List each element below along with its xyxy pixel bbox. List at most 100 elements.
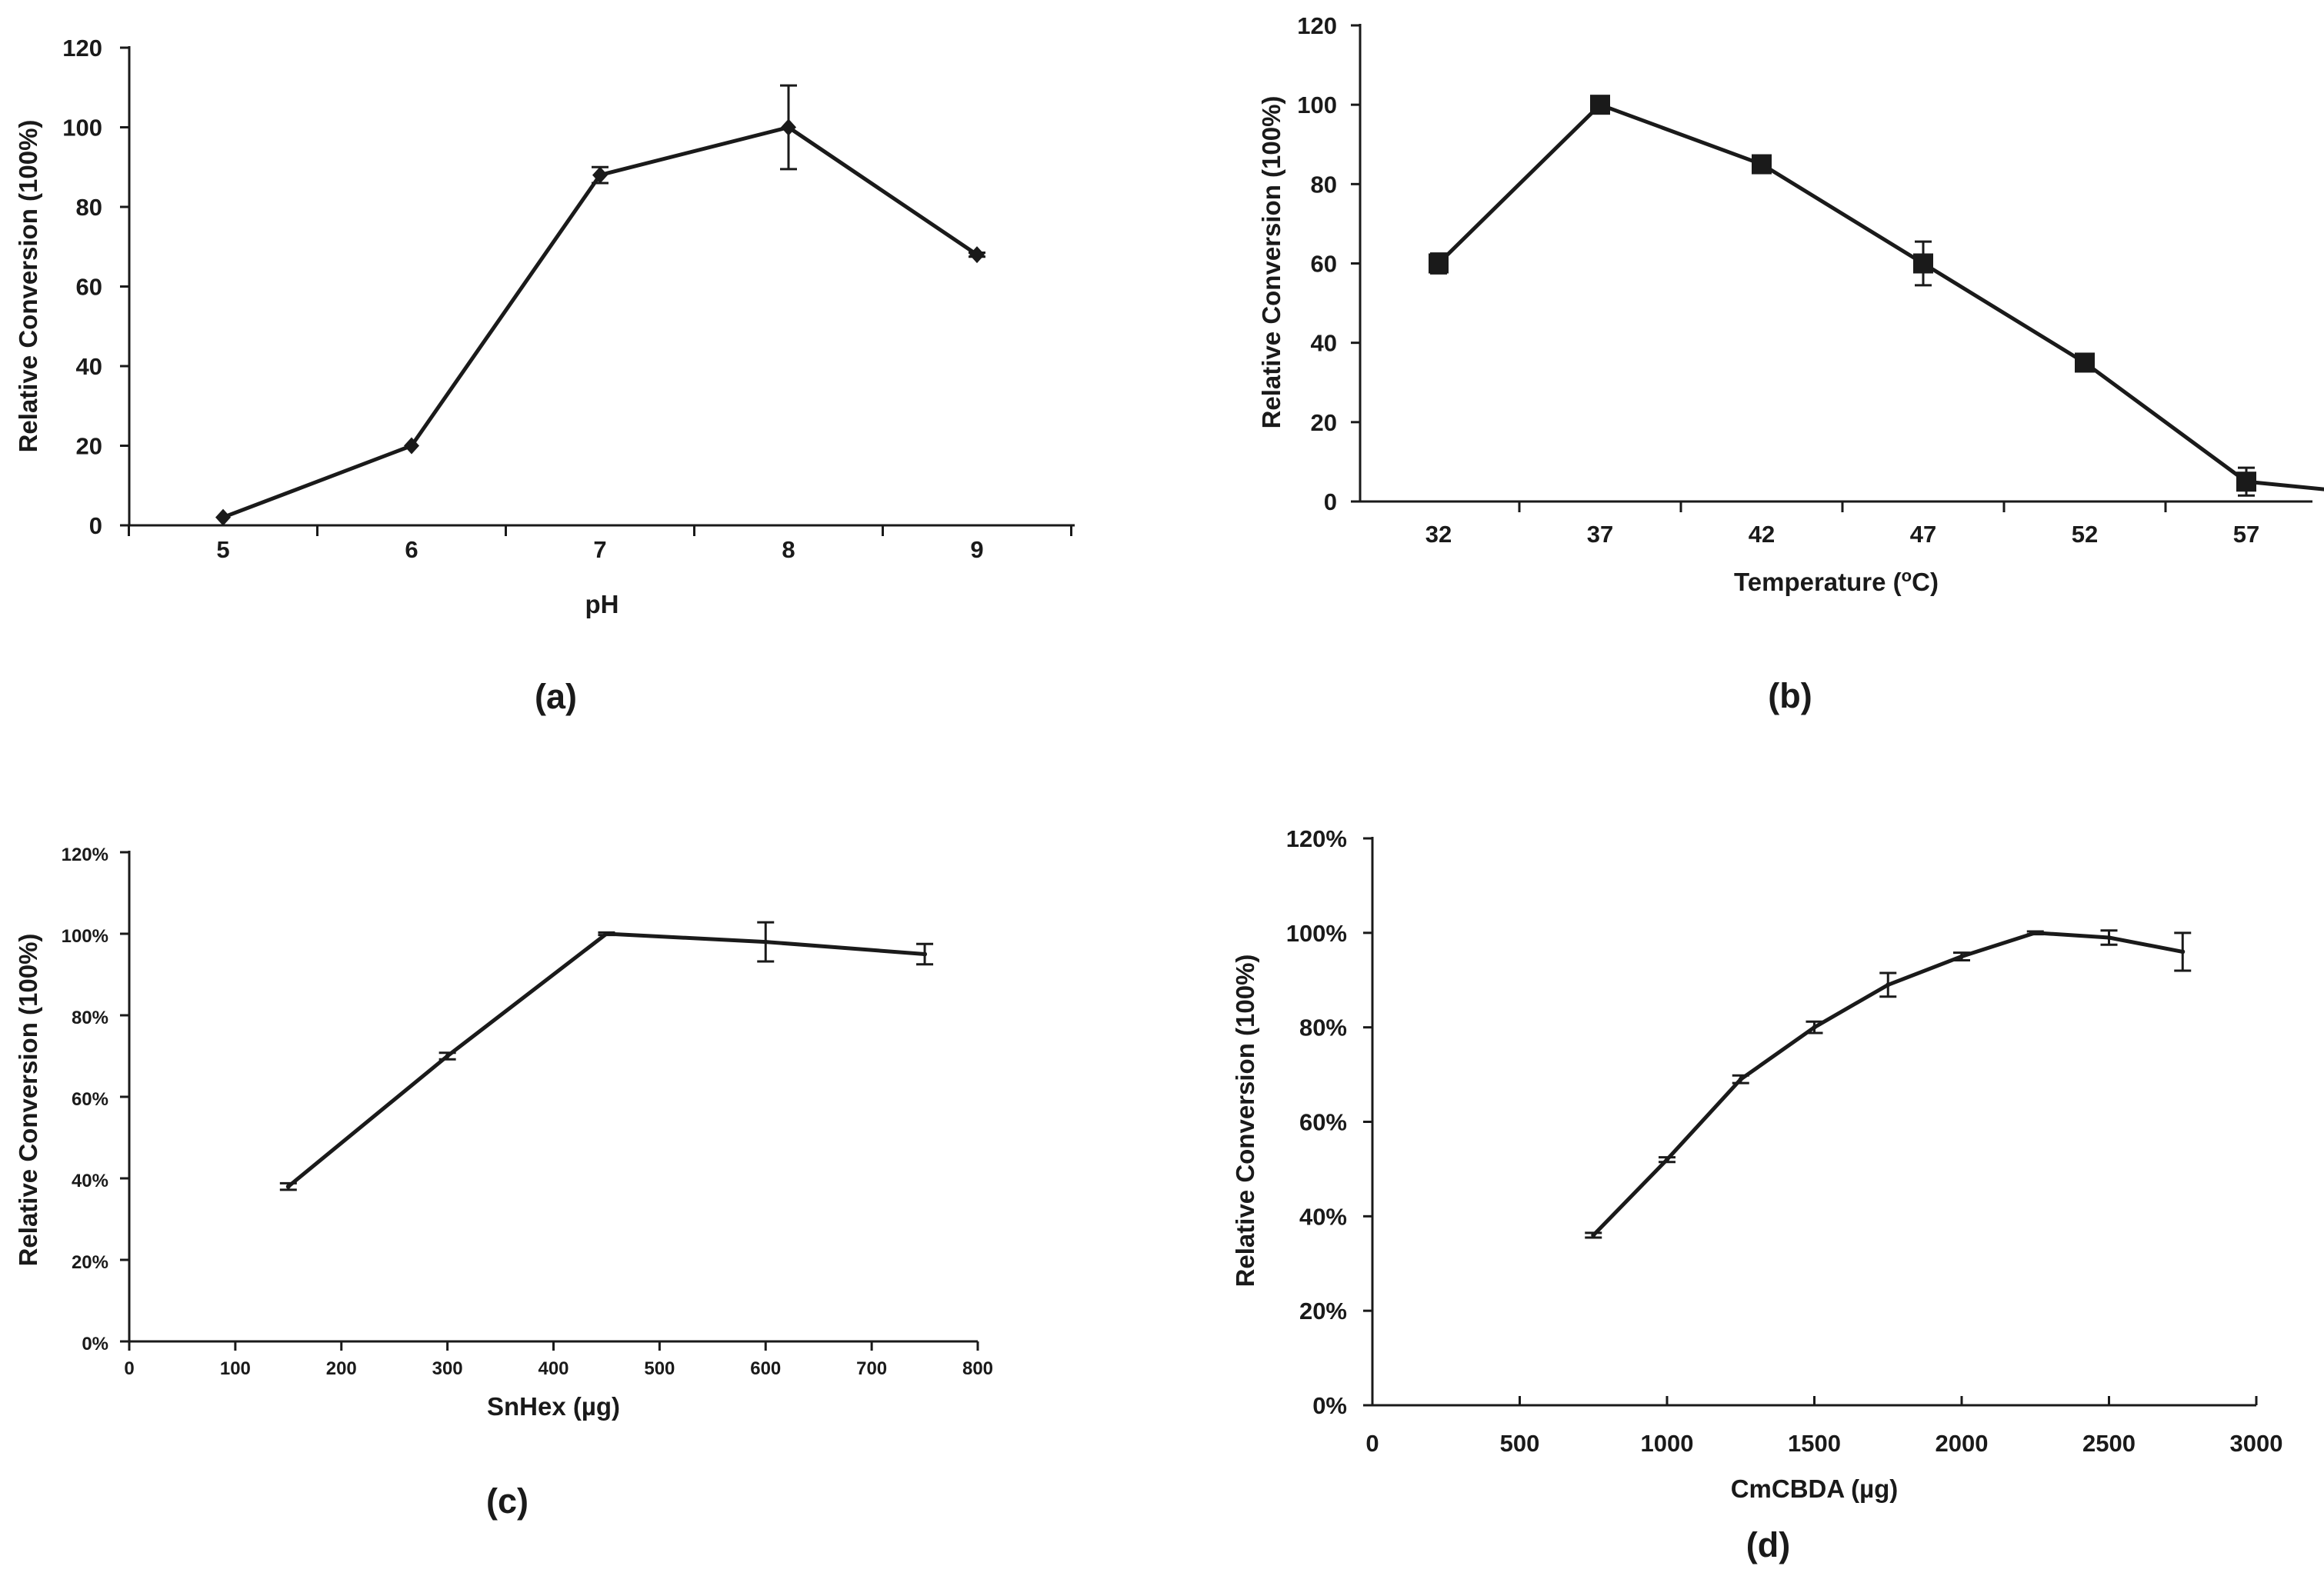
panel-a-y-tick-label: 120 xyxy=(62,35,102,62)
panel-a-y-tick-label: 100 xyxy=(62,115,102,142)
panel-d-x-tick-label: 2500 xyxy=(2082,1430,2136,1457)
panel-b-y-tick-label: 100 xyxy=(1297,92,1337,118)
panel-c-data-point xyxy=(445,1054,450,1058)
panel-c-y-tick-label: 20% xyxy=(72,1252,108,1273)
panel-a-panel-label: (a) xyxy=(535,677,577,716)
panel-c-y-tick-label: 100% xyxy=(62,926,108,947)
panel-c-x-axis-title: SnHex (µg) xyxy=(487,1392,620,1421)
panel-d-y-tick-label: 120% xyxy=(1286,825,1347,852)
panel-c-x-tick-label: 200 xyxy=(326,1358,357,1379)
panel-c-data-point xyxy=(763,939,769,945)
panel-b-data-point xyxy=(1752,154,1772,175)
panel-d-y-tick-label: 60% xyxy=(1299,1109,1347,1136)
panel-d-x-tick-label: 3000 xyxy=(2230,1430,2283,1457)
panel-a-x-tick-label: 6 xyxy=(405,536,418,563)
panel-b-data-point xyxy=(2236,471,2256,492)
panel-c-x-tick-label: 300 xyxy=(432,1358,463,1379)
panel-d-y-tick-label: 80% xyxy=(1299,1015,1347,1041)
panel-d-data-point xyxy=(1959,954,1964,959)
panel-b-y-tick-label: 80 xyxy=(1311,171,1337,198)
panel-a-ph-chart: 0 20 40 60 80 100 120 5 6 7 8 9 pH Relative Conversio… xyxy=(14,35,1075,716)
panel-c-x-tick-label: 600 xyxy=(750,1358,781,1379)
panel-b-panel-label: (b) xyxy=(1768,676,1812,715)
panel-b-y-tick-label: 120 xyxy=(1297,12,1337,39)
panel-c-x-tick-label: 500 xyxy=(644,1358,675,1379)
panel-b-x-tick-label: 32 xyxy=(1425,521,1452,548)
panel-d-data-point xyxy=(1665,1157,1669,1162)
panel-b-x-tick-label: 57 xyxy=(2233,521,2259,548)
panel-d-y-tick-label: 40% xyxy=(1299,1203,1347,1230)
panel-c-x-tick-label: 400 xyxy=(538,1358,568,1379)
panel-b-data-point xyxy=(2075,352,2095,373)
panel-b-y-tick-label: 0 xyxy=(1324,488,1337,515)
panel-d-panel-label: (d) xyxy=(1746,1525,1790,1564)
panel-c-panel-label: (c) xyxy=(486,1481,528,1521)
panel-a-data-point xyxy=(781,118,796,136)
panel-d-y-tick-label: 100% xyxy=(1286,920,1347,947)
panel-c-x-tick-label: 0 xyxy=(124,1358,134,1379)
panel-a-data-point xyxy=(592,166,608,184)
panel-c-y-axis-title: Relative Conversion (100%) xyxy=(14,934,42,1267)
panel-a-x-tick-label: 7 xyxy=(593,536,606,563)
panel-d-cmcbda-chart: 0% 20% 40% 60% 80% 100% 120% 0 500 1000 1500 2000 25… xyxy=(1231,825,2282,1564)
panel-a-x-tick-label: 8 xyxy=(782,536,795,563)
panel-b-y-tick-label: 20 xyxy=(1311,409,1337,436)
panel-b-x-tick-label: 37 xyxy=(1587,521,1613,548)
panel-b-y-tick-label: 60 xyxy=(1311,251,1337,278)
panel-a-x-tick-label: 9 xyxy=(970,536,983,563)
panel-a-data-point xyxy=(969,246,985,264)
panel-b-y-axis-title: Relative Conversion (100%) xyxy=(1257,96,1285,429)
panel-a-y-tick-label: 40 xyxy=(76,353,102,380)
panel-c-y-tick-label: 40% xyxy=(72,1171,108,1191)
panel-a-y-tick-label: 60 xyxy=(76,274,102,301)
panel-d-data-point xyxy=(1812,1025,1817,1030)
panel-d-data-point xyxy=(1591,1232,1596,1238)
panel-a-y-tick-label: 0 xyxy=(89,512,102,539)
panel-d-y-tick-label: 20% xyxy=(1299,1298,1347,1324)
panel-c-y-tick-label: 80% xyxy=(72,1008,108,1028)
panel-c-data-point xyxy=(604,931,609,936)
panel-b-data-point xyxy=(1913,253,1933,274)
panel-a-x-tick-label: 5 xyxy=(216,536,229,563)
panel-c-y-tick-label: 60% xyxy=(72,1089,108,1110)
panel-d-data-point xyxy=(2106,935,2112,940)
panel-b-x-tick-label: 47 xyxy=(1910,521,1936,548)
panel-b-x-tick-label: 42 xyxy=(1749,521,1775,548)
panel-b-data-point xyxy=(1429,253,1449,274)
panel-d-data-point xyxy=(2032,930,2038,935)
panel-d-data-point xyxy=(1738,1077,1743,1082)
panel-d-x-tick-label: 2000 xyxy=(1936,1430,1989,1457)
panel-a-y-tick-label: 20 xyxy=(76,433,102,460)
panel-a-x-axis-title: pH xyxy=(585,590,619,618)
panel-d-x-tick-label: 0 xyxy=(1365,1430,1379,1457)
panel-c-snhex-chart: 0% 20% 40% 60% 80% 100% 120% 0 100 200 300 400 500 60… xyxy=(14,845,993,1521)
panel-b-x-tick-label: 52 xyxy=(2072,521,2098,548)
panel-a-series-line xyxy=(222,125,979,519)
panel-c-y-tick-label: 120% xyxy=(62,845,108,865)
panel-b-temperature-chart: 02040608010012032374247525762Temperature… xyxy=(1257,12,2324,715)
panel-d-data-point xyxy=(2180,949,2186,955)
panel-b-data-point xyxy=(1590,95,1610,115)
panel-c-x-tick-label: 800 xyxy=(962,1358,993,1379)
panel-a-data-point xyxy=(215,508,231,526)
panel-d-data-point xyxy=(1886,982,1891,988)
panel-a-data-point xyxy=(404,437,419,455)
panel-d-x-axis-title: CmCBDA (µg) xyxy=(1731,1474,1899,1503)
panel-d-x-tick-label: 500 xyxy=(1500,1430,1540,1457)
panel-c-data-point xyxy=(922,951,928,957)
panel-d-y-tick-label: 0% xyxy=(1312,1392,1347,1419)
panel-c-x-tick-label: 700 xyxy=(856,1358,887,1379)
panel-d-x-tick-label: 1000 xyxy=(1641,1430,1694,1457)
panel-b-y-tick-label: 40 xyxy=(1311,330,1337,357)
panel-c-x-tick-label: 100 xyxy=(220,1358,251,1379)
panel-c-series-line xyxy=(287,931,925,1188)
panel-c-data-point xyxy=(285,1184,291,1189)
panel-d-x-tick-label: 1500 xyxy=(1788,1430,1841,1457)
panel-d-y-axis-title: Relative Conversion (100%) xyxy=(1231,955,1259,1288)
panel-b-x-axis-title: Temperature (oC) xyxy=(1734,566,1939,596)
panel-a-y-axis-title: Relative Conversion (100%) xyxy=(14,120,42,453)
panel-b-series-line xyxy=(1437,102,2324,491)
panel-c-y-tick-label: 0% xyxy=(82,1334,108,1354)
panel-a-y-tick-label: 80 xyxy=(76,194,102,221)
